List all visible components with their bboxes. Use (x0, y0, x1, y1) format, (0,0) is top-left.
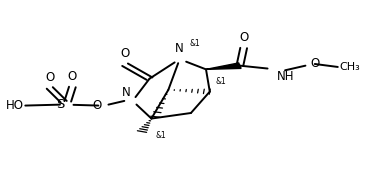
Text: NH: NH (276, 70, 294, 83)
Text: O: O (68, 70, 77, 83)
Text: O: O (311, 57, 320, 70)
Text: &1: &1 (189, 39, 200, 48)
Text: N: N (175, 42, 184, 55)
Text: &1: &1 (215, 77, 226, 86)
Text: O: O (93, 99, 102, 112)
Text: S: S (56, 98, 65, 111)
Text: CH₃: CH₃ (339, 62, 360, 72)
Text: O: O (239, 31, 248, 44)
Text: O: O (45, 71, 54, 84)
Text: N: N (122, 86, 131, 99)
Text: &1: &1 (155, 131, 166, 140)
Polygon shape (206, 63, 241, 69)
Text: O: O (121, 47, 130, 60)
Text: HO: HO (6, 99, 24, 112)
